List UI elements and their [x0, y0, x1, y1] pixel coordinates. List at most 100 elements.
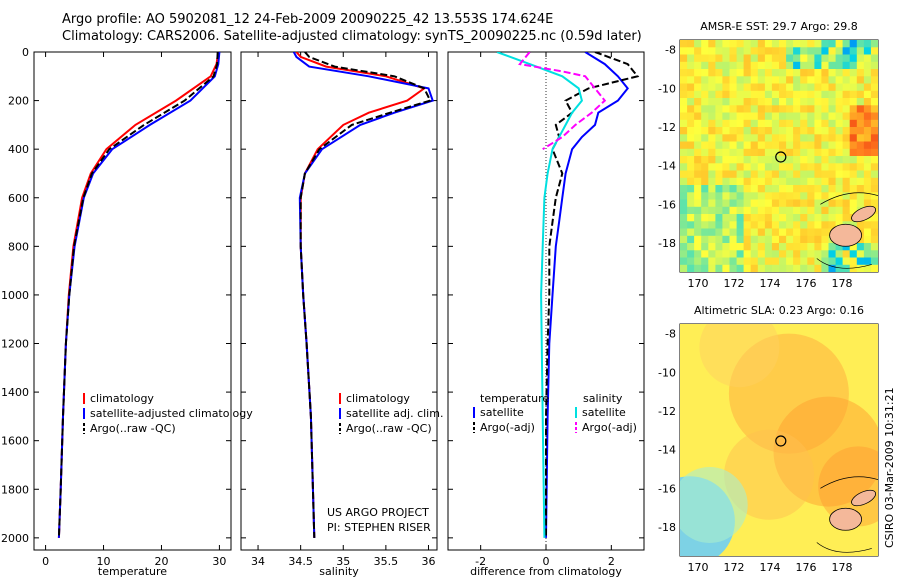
sst-cell — [722, 235, 730, 244]
sst-cell — [708, 98, 716, 106]
sst-cell — [814, 199, 822, 208]
sst-cell — [821, 192, 829, 200]
sst-cell — [856, 76, 865, 84]
sst-cell — [708, 192, 716, 200]
map-x-tick-label: 174 — [760, 561, 781, 574]
sst-cell — [750, 127, 759, 135]
sst-cell — [814, 264, 822, 272]
sst-cell — [842, 40, 851, 48]
sst-cell — [786, 235, 794, 244]
sst-cell — [786, 61, 794, 70]
sst-cell — [828, 119, 836, 128]
sst-cell — [800, 40, 808, 48]
sst-cell — [771, 243, 780, 251]
sst-cell — [800, 206, 808, 215]
sst-cell — [835, 243, 844, 251]
sst-cell — [736, 163, 745, 171]
sst-cell — [722, 61, 730, 70]
sst-cell — [814, 47, 822, 55]
sst-cell — [835, 61, 844, 70]
sst-cell — [729, 76, 737, 84]
sst-cell — [870, 90, 878, 99]
map-y-tick-label: -16 — [658, 198, 676, 211]
sst-cell — [687, 264, 695, 272]
sst-cell — [687, 235, 695, 244]
sst-cell — [680, 141, 688, 150]
sst-cell — [842, 206, 851, 215]
sst-cell — [786, 141, 794, 150]
sst-cell — [715, 192, 723, 200]
sst-cell — [800, 163, 808, 171]
sst-cell — [743, 61, 752, 70]
sst-cell — [750, 141, 759, 150]
sst-cell — [849, 250, 858, 258]
sst-cell — [722, 199, 730, 208]
sst-cell — [694, 69, 702, 77]
sst-cell — [715, 76, 723, 84]
sst-cell — [856, 221, 865, 229]
sst-cell — [828, 83, 836, 92]
sst-cell — [800, 105, 808, 113]
sst-cell — [715, 40, 723, 48]
sst-cell — [786, 119, 794, 128]
sst-cell — [736, 112, 745, 121]
sst-cell — [701, 141, 709, 150]
sst-cell — [870, 192, 878, 200]
sst-cell — [736, 40, 745, 48]
x-tick-label-salinity: 34 — [251, 555, 265, 568]
sst-cell — [729, 206, 737, 215]
sst-cell — [863, 69, 872, 77]
sst-cell — [863, 83, 872, 92]
sst-cell — [793, 264, 801, 272]
sst-cell — [807, 185, 815, 193]
sst-cell — [786, 185, 794, 193]
sst-cell — [715, 257, 723, 266]
sst-cell — [757, 243, 766, 251]
sst-cell — [849, 61, 858, 70]
sst-cell — [835, 47, 844, 55]
sst-cell — [786, 76, 794, 84]
sst-cell — [807, 264, 815, 272]
sst-cell — [764, 221, 773, 229]
x-tick-label-temperature: 10 — [97, 555, 111, 568]
sst-cell — [722, 243, 730, 251]
sst-cell — [835, 76, 844, 84]
sst-cell — [722, 141, 730, 150]
sst-cell — [779, 185, 787, 193]
sst-cell — [722, 83, 730, 92]
sst-cell — [750, 243, 759, 251]
sst-cell — [764, 199, 773, 208]
sst-cell — [842, 90, 851, 99]
sst-cell — [849, 54, 858, 63]
sst-cell — [863, 163, 872, 171]
sst-cell — [870, 235, 878, 244]
sst-cell — [849, 185, 858, 193]
sst-cell — [722, 54, 730, 63]
sst-cell — [694, 163, 702, 171]
sst-cell — [863, 90, 872, 99]
x-axis-label-temperature: temperature — [98, 565, 167, 578]
sst-cell — [793, 40, 801, 48]
sst-cell — [849, 127, 858, 135]
sst-cell — [694, 105, 702, 113]
sst-cell — [750, 83, 759, 92]
sst-cell — [856, 54, 865, 63]
sst-cell — [708, 76, 716, 84]
legend-temp-2-label: Argo(..raw -QC) — [90, 422, 176, 435]
sst-cell — [687, 134, 695, 142]
sst-cell — [729, 156, 737, 164]
sst-cell — [863, 228, 872, 237]
sst-cell — [764, 228, 773, 237]
sst-cell — [793, 141, 801, 150]
sst-cell — [793, 206, 801, 215]
sst-cell — [694, 90, 702, 99]
sst-cell — [750, 221, 759, 229]
sst-cell — [863, 141, 872, 150]
sst-cell — [722, 163, 730, 171]
sst-cell — [786, 170, 794, 179]
sst-cell — [835, 148, 844, 157]
sst-cell — [729, 54, 737, 63]
sst-cell — [750, 119, 759, 128]
sst-cell — [708, 228, 716, 237]
sst-cell — [807, 54, 815, 63]
